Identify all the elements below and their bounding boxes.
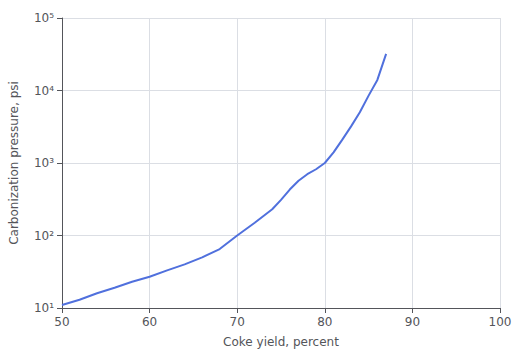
svg-text:10²: 10² [34, 229, 54, 243]
svg-text:Coke yield, percent: Coke yield, percent [223, 335, 339, 349]
svg-text:100: 100 [489, 315, 512, 329]
svg-text:10⁵: 10⁵ [34, 11, 54, 25]
svg-text:10³: 10³ [34, 156, 54, 170]
svg-text:90: 90 [405, 315, 420, 329]
svg-text:Carbonization pressure, psi: Carbonization pressure, psi [7, 81, 21, 245]
svg-text:80: 80 [317, 315, 332, 329]
svg-text:50: 50 [54, 315, 69, 329]
svg-text:10¹: 10¹ [34, 301, 54, 315]
svg-text:10⁴: 10⁴ [34, 84, 54, 98]
svg-text:70: 70 [230, 315, 245, 329]
svg-text:60: 60 [142, 315, 157, 329]
